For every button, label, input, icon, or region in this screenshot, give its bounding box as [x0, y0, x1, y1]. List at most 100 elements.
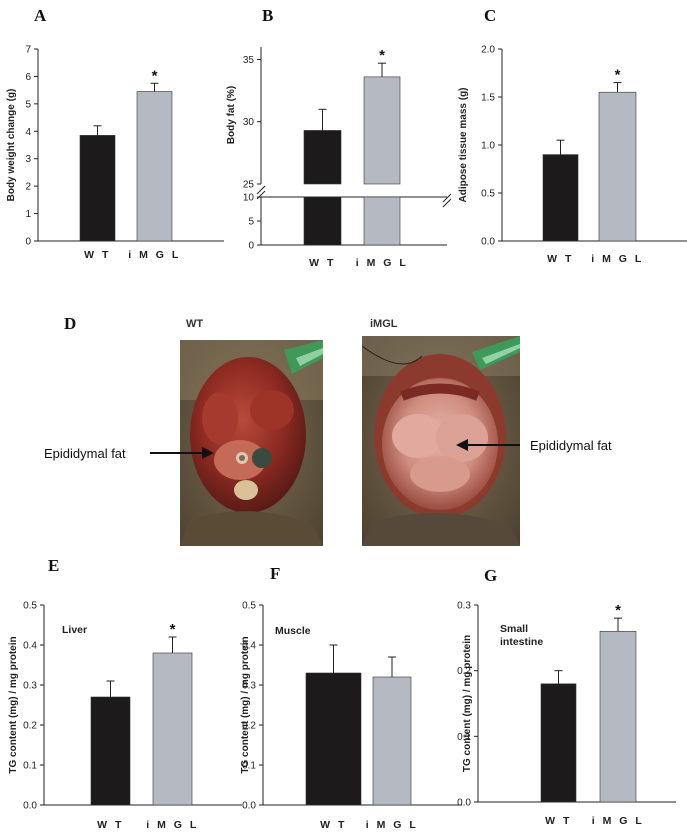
y-axis-label: TG content (mg) / mg protein [8, 636, 19, 773]
y-tick-label: 0.4 [242, 641, 256, 652]
y-tick-label: 6 [25, 72, 31, 83]
y-tick-label: 10 [243, 193, 255, 204]
significance-star: * [615, 602, 621, 619]
category-label: W T [320, 819, 347, 831]
panel-annotation: Small intestine [500, 623, 543, 648]
category-label: i M G L [356, 257, 409, 269]
y-tick-label: 0.0 [481, 237, 495, 248]
panel-label-b: B [262, 6, 274, 25]
y-tick-label: 0.3 [23, 681, 37, 692]
y-tick-label: 0 [25, 237, 31, 248]
y-tick-label: 0.3 [457, 601, 471, 612]
y-tick-label: 35 [243, 55, 255, 66]
annotation-line: Small [500, 623, 528, 635]
panel-label-c: C [484, 6, 497, 25]
wt-mouse-photo [180, 340, 323, 546]
category-label: W T [547, 253, 574, 265]
photo-title-wt: WT [186, 318, 204, 330]
y-tick-label: 0 [248, 241, 254, 252]
bar [305, 672, 362, 806]
y-tick-label: 0.1 [242, 761, 256, 772]
y-tick-label: 0.5 [23, 601, 37, 612]
y-tick-label: 0.0 [23, 801, 37, 812]
imgl-mouse-photo [362, 336, 520, 546]
callout-epididymal-fat-left: Epididymal fat [44, 446, 126, 461]
y-tick-label: 0.2 [23, 721, 37, 732]
photo-title-imgl: iMGL [370, 318, 398, 330]
category-label: i M G L [591, 253, 644, 265]
bar [542, 154, 579, 242]
category-label: W T [309, 257, 336, 269]
bar-upper [303, 130, 342, 185]
y-axis-label: TG content (mg) / mg protein [240, 636, 251, 773]
axis-break-mark [256, 190, 266, 200]
bar-lower [303, 196, 342, 246]
y-tick-label: 0.5 [242, 601, 256, 612]
arrow-right [456, 439, 520, 451]
y-tick-label: 25 [243, 180, 255, 191]
y-axis-label: TG content (mg) / mg protein [462, 635, 473, 772]
bar [372, 676, 412, 806]
axis-break-mark [256, 185, 266, 195]
y-tick-label: 0.3 [242, 681, 256, 692]
panel-label-f: F [270, 564, 281, 583]
bar-upper [363, 76, 401, 185]
significance-star: * [379, 47, 385, 64]
arrow-left [150, 447, 214, 459]
panel-label-d: D [64, 314, 77, 333]
annotation-line: intestine [500, 636, 543, 648]
y-tick-label: 4 [25, 127, 31, 138]
callout-epididymal-fat-right: Epididymal fat [530, 438, 612, 453]
panel-label-e: E [48, 556, 60, 575]
y-tick-label: 1.5 [481, 93, 495, 104]
panel-annotation: Muscle [275, 625, 311, 637]
significance-star: * [152, 67, 158, 84]
y-tick-label: 0.0 [242, 801, 256, 812]
y-tick-label: 0.0 [457, 798, 471, 809]
y-tick-label: 0.2 [457, 666, 471, 677]
bar [599, 630, 637, 803]
y-tick-label: 0.2 [242, 721, 256, 732]
bar [540, 683, 577, 803]
y-tick-label: 0.1 [23, 761, 37, 772]
y-tick-label: 0.5 [481, 189, 495, 200]
panel-annotation: Liver [62, 624, 87, 636]
y-tick-label: 2.0 [481, 45, 495, 56]
bar [136, 91, 173, 242]
panel-label-g: G [484, 566, 498, 585]
y-axis-label: Body fat (%) [226, 86, 237, 144]
panel-label-a: A [34, 6, 47, 25]
y-tick-label: 3 [25, 154, 31, 165]
y-axis-label: Body weight change (g) [6, 89, 17, 202]
category-label: i M G L [592, 815, 645, 827]
y-tick-label: 5 [25, 99, 31, 110]
y-tick-label: 1.0 [481, 141, 495, 152]
category-label: i M G L [146, 819, 199, 831]
y-tick-label: 0.1 [457, 732, 471, 743]
bar [90, 696, 131, 806]
y-tick-label: 7 [25, 45, 31, 56]
category-label: i M G L [128, 249, 181, 261]
axis-break-mark [442, 198, 452, 208]
y-tick-label: 0.4 [23, 641, 37, 652]
category-label: W T [84, 249, 111, 261]
axis-break-mark [442, 193, 452, 203]
category-label: W T [97, 819, 124, 831]
y-axis-label: Adipose tissue mass (g) [458, 87, 469, 202]
category-label: i M G L [366, 819, 419, 831]
bar [598, 91, 637, 242]
y-tick-label: 1 [25, 209, 31, 220]
category-label: W T [545, 815, 572, 827]
bar-lower [363, 196, 401, 246]
y-tick-label: 2 [25, 182, 31, 193]
y-tick-label: 5 [248, 217, 254, 228]
significance-star: * [615, 67, 621, 84]
bar [152, 652, 193, 806]
